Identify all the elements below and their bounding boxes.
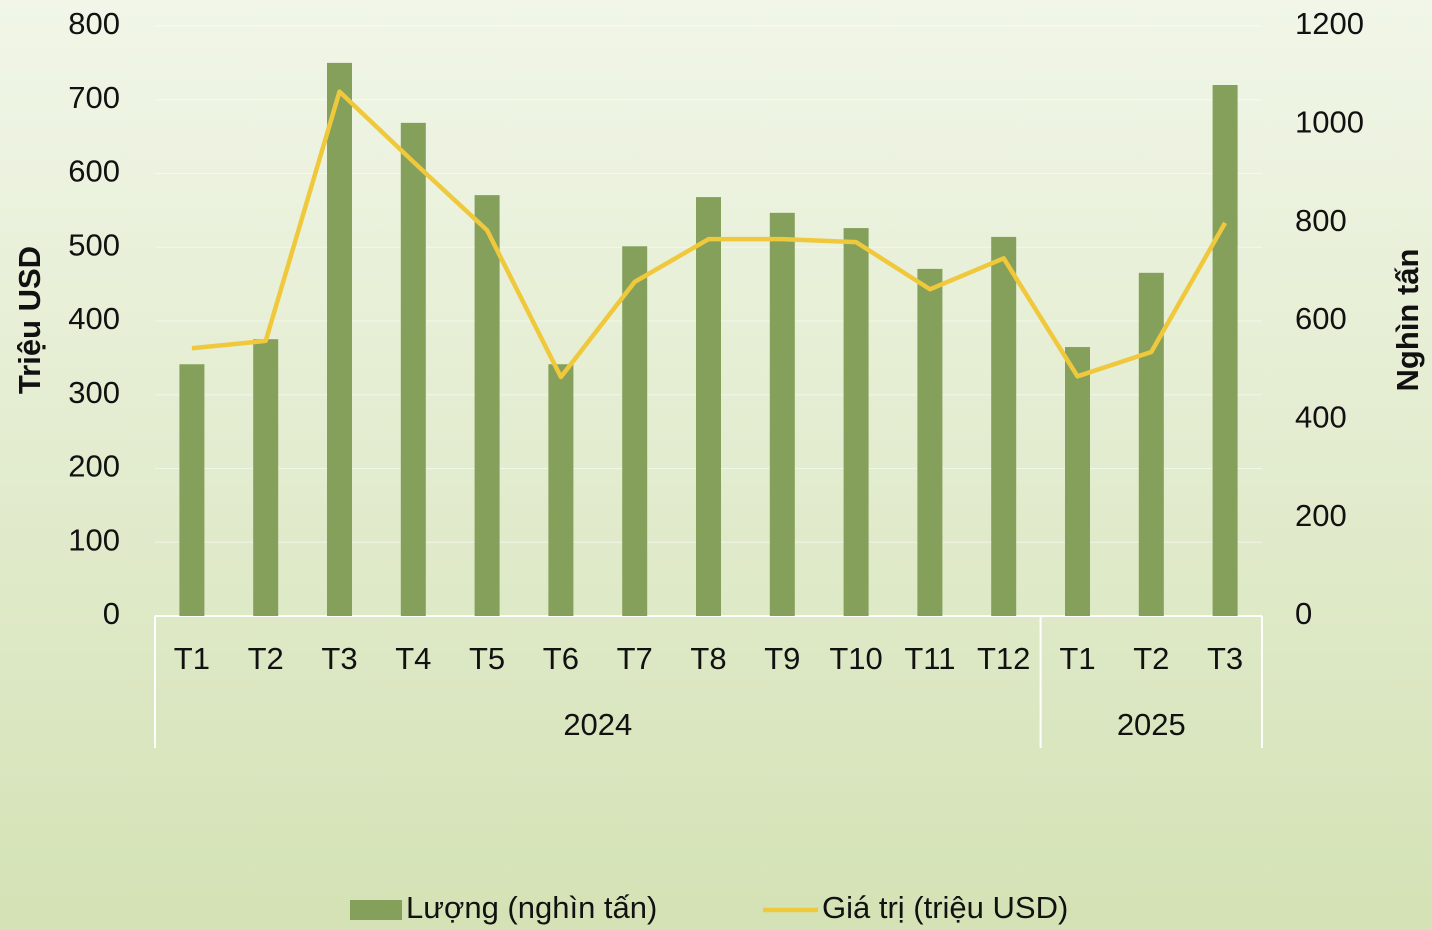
y2-tick-label: 1200	[1295, 6, 1364, 41]
group-label: 2025	[1117, 707, 1186, 742]
x-tick-label: T1	[174, 641, 210, 676]
x-tick-label: T3	[1207, 641, 1243, 676]
x-tick-label: T4	[395, 641, 431, 676]
y-tick-label: 0	[103, 596, 120, 631]
y-axis-title: Triệu USD	[12, 246, 47, 394]
x-tick-label: T2	[1133, 641, 1169, 676]
bar	[843, 228, 869, 616]
bar	[1065, 347, 1090, 616]
y-tick-label: 200	[68, 449, 120, 484]
bar	[769, 212, 795, 617]
x-tick-label: T11	[904, 641, 955, 676]
y2-tick-label: 600	[1295, 301, 1347, 336]
x-tick-label: T2	[248, 641, 284, 676]
bar	[474, 195, 500, 616]
bar	[917, 268, 943, 616]
bar	[400, 122, 426, 616]
bar	[548, 364, 574, 616]
x-tick-label: T12	[977, 641, 1030, 676]
y-tick-label: 500	[68, 227, 120, 262]
y2-tick-label: 0	[1295, 596, 1312, 631]
x-tick-label: T7	[617, 641, 653, 676]
y-tick-label: 300	[68, 375, 120, 410]
legend-label: Giá trị (triệu USD)	[822, 890, 1068, 925]
legend-swatch	[350, 900, 402, 920]
x-tick-label: T8	[690, 641, 726, 676]
y-tick-label: 400	[68, 301, 120, 336]
y2-tick-label: 800	[1295, 203, 1347, 238]
bar	[327, 62, 352, 616]
bar	[991, 236, 1017, 617]
bar	[1138, 272, 1164, 616]
x-tick-label: T9	[764, 641, 800, 676]
y2-axis-title: Nghìn tấn	[1390, 249, 1425, 392]
x-tick-label: T6	[543, 641, 579, 676]
y2-tick-label: 1000	[1295, 105, 1364, 140]
bar	[696, 197, 721, 616]
x-tick-label: T3	[321, 641, 357, 676]
y-tick-label: 600	[68, 154, 120, 189]
x-tick-label: T5	[469, 641, 505, 676]
y2-tick-label: 400	[1295, 400, 1347, 435]
y-tick-label: 100	[68, 522, 120, 557]
line	[191, 89, 1228, 380]
y2-tick-label: 200	[1295, 498, 1347, 533]
bar	[253, 339, 279, 616]
legend-label: Lượng (nghìn tấn)	[406, 890, 657, 925]
bar	[622, 246, 648, 616]
y-tick-label: 700	[68, 80, 120, 115]
y-tick-label: 800	[68, 6, 120, 41]
x-tick-label: T10	[829, 641, 882, 676]
group-label: 2024	[563, 707, 632, 742]
bar	[1212, 85, 1238, 616]
x-tick-label: T1	[1059, 641, 1095, 676]
bar	[179, 364, 205, 616]
